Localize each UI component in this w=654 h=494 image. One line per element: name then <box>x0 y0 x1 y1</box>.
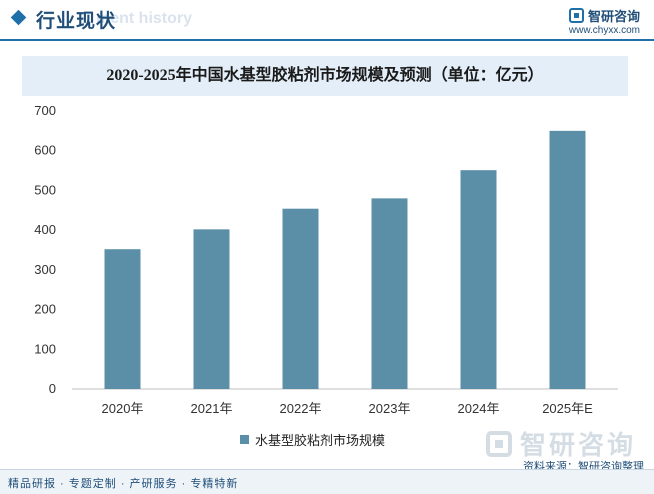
y-tick-label: 500 <box>34 182 56 197</box>
y-tick-label: 600 <box>34 143 56 158</box>
watermark: 智研咨询 <box>485 425 636 462</box>
bar <box>371 198 408 389</box>
chart-title: 2020-2025年中国水基型胶粘剂市场规模及预测（单位：亿元） <box>106 67 544 84</box>
header-divider <box>0 39 654 41</box>
header: ment history 行业现状 智研咨询 www.chyxx.com <box>0 0 654 41</box>
x-tick-label: 2021年 <box>191 401 233 416</box>
section-title: 行业现状 <box>36 11 117 32</box>
y-tick-label: 200 <box>34 302 56 317</box>
legend-label: 水基型胶粘剂市场规模 <box>255 433 386 448</box>
watermark-logo-icon <box>485 430 512 457</box>
brand-name: 智研咨询 <box>587 9 640 24</box>
x-tick-label: 2023年 <box>369 401 411 416</box>
bar <box>549 130 586 389</box>
x-tick-label: 2025年E <box>542 401 593 416</box>
bar <box>193 229 230 389</box>
bar <box>104 249 141 389</box>
x-tick-label: 2020年 <box>102 401 144 416</box>
y-tick-label: 400 <box>34 222 56 237</box>
legend: 水基型胶粘剂市场规模 <box>240 430 385 449</box>
section-ghost-text: ment history <box>96 10 193 27</box>
site-url: www.chyxx.com <box>568 25 640 36</box>
chart-title-band: 2020-2025年中国水基型胶粘剂市场规模及预测（单位：亿元） <box>22 56 628 96</box>
footer-text: 精品研报 · 专题定制 · 产研服务 · 专精特新 <box>8 478 239 490</box>
bar <box>282 208 319 389</box>
brand: 智研咨询 <box>568 6 640 25</box>
y-tick-label: 300 <box>34 262 56 277</box>
legend-swatch <box>240 435 249 444</box>
y-tick-label: 0 <box>49 381 56 396</box>
brand-logo-icon <box>568 8 584 23</box>
bar <box>460 170 497 389</box>
x-tick-label: 2024年 <box>458 401 500 416</box>
footer: 精品研报 · 专题定制 · 产研服务 · 专精特新 <box>0 469 654 494</box>
x-tick-label: 2022年 <box>280 401 322 416</box>
watermark-text: 智研咨询 <box>519 430 636 460</box>
y-tick-label: 100 <box>34 341 56 356</box>
y-tick-label: 700 <box>34 103 56 118</box>
